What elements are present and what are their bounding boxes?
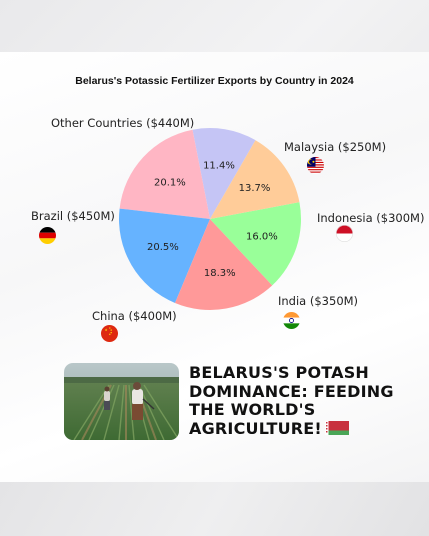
pie-slice-1 bbox=[192, 128, 256, 219]
pie-slice-6 bbox=[210, 140, 300, 219]
malaysia-flag-icon bbox=[307, 157, 324, 174]
farm-photo bbox=[64, 363, 179, 440]
germany-flag-icon bbox=[39, 227, 56, 244]
headline: BELARUS'S POTASH DOMINANCE: FEEDING THE … bbox=[189, 363, 424, 438]
pie-slice-5 bbox=[210, 202, 302, 286]
pie-slice-4 bbox=[175, 219, 273, 310]
chart-title: Belarus's Potassic Fertilizer Exports by… bbox=[75, 75, 354, 87]
slice-outer-label: Indonesia ($300M) bbox=[317, 211, 424, 225]
slice-percent-label: 13.7% bbox=[239, 183, 271, 194]
slice-outer-label: Brazil ($450M) bbox=[31, 209, 115, 223]
slice-percent-label: 20.5% bbox=[147, 242, 179, 253]
pie-slice-3 bbox=[119, 208, 210, 304]
slice-outer-label: Malaysia ($250M) bbox=[284, 140, 386, 154]
bottom-band bbox=[0, 482, 429, 536]
slice-percent-label: 18.3% bbox=[204, 268, 236, 279]
slice-outer-label: India ($350M) bbox=[278, 294, 358, 308]
india-flag-icon bbox=[283, 312, 300, 329]
slice-outer-label: Other Countries ($440M) bbox=[51, 116, 194, 130]
farmer-figure bbox=[132, 382, 155, 420]
belarus-flag-icon bbox=[324, 420, 349, 435]
slice-outer-label: China ($400M) bbox=[92, 309, 177, 323]
slice-percent-label: 11.4% bbox=[203, 161, 235, 172]
slice-percent-label: 16.0% bbox=[246, 231, 278, 242]
headline-text: BELARUS'S POTASH DOMINANCE: FEEDING THE … bbox=[189, 363, 394, 438]
indonesia-flag-icon bbox=[336, 225, 353, 242]
slice-percent-label: 20.1% bbox=[154, 177, 186, 188]
pie-slice-2 bbox=[119, 129, 210, 219]
china-flag-icon bbox=[101, 325, 118, 342]
